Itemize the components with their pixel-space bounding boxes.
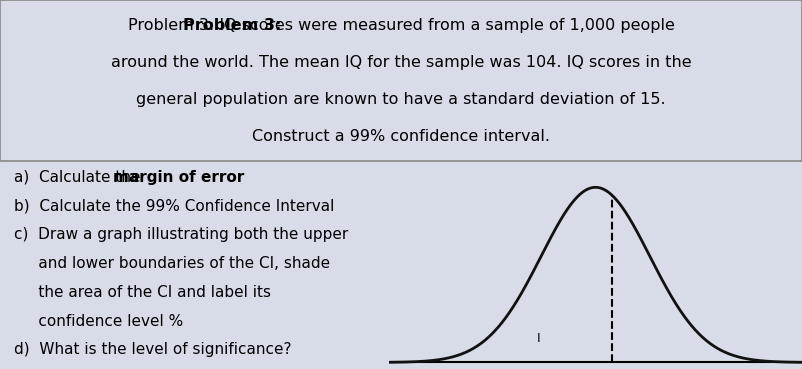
Text: c)  Draw a graph illustrating both the upper: c) Draw a graph illustrating both the up… bbox=[14, 227, 349, 242]
Text: d)  What is the level of significance?: d) What is the level of significance? bbox=[14, 342, 292, 357]
Text: I: I bbox=[537, 332, 541, 345]
Text: margin of error: margin of error bbox=[112, 170, 244, 185]
Text: a)  Calculate the: a) Calculate the bbox=[14, 170, 146, 185]
Text: around the world. The mean IQ for the sample was 104. IQ scores in the: around the world. The mean IQ for the sa… bbox=[111, 55, 691, 70]
Text: general population are known to have a standard deviation of 15.: general population are known to have a s… bbox=[136, 92, 666, 107]
Text: Problem 3: IQ scores were measured from a sample of 1,000 people: Problem 3: IQ scores were measured from … bbox=[128, 18, 674, 33]
Text: and lower boundaries of the CI, shade: and lower boundaries of the CI, shade bbox=[14, 256, 330, 271]
Text: confidence level %: confidence level % bbox=[14, 314, 184, 328]
Text: Problem 3:: Problem 3: bbox=[183, 18, 282, 33]
Text: b)  Calculate the 99% Confidence Interval: b) Calculate the 99% Confidence Interval bbox=[14, 199, 334, 213]
Text: the area of the CI and label its: the area of the CI and label its bbox=[14, 285, 271, 300]
Text: Construct a 99% confidence interval.: Construct a 99% confidence interval. bbox=[252, 129, 550, 144]
